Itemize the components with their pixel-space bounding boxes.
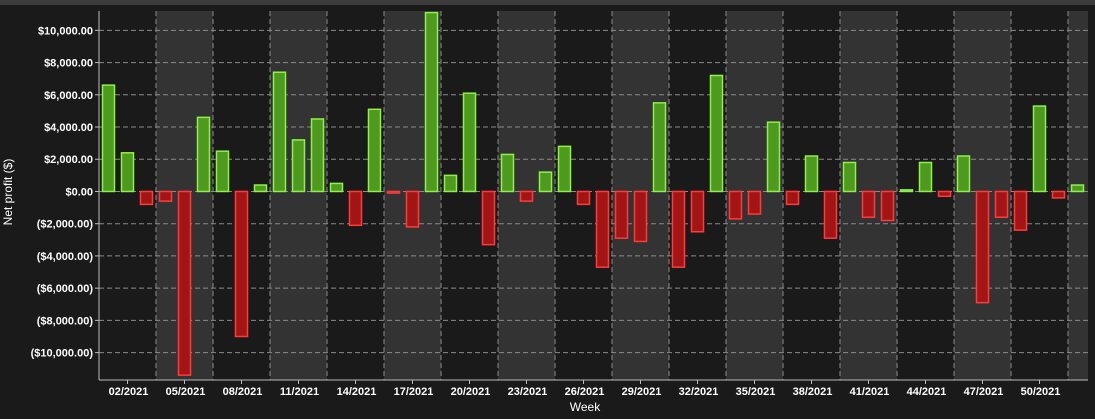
profit-bar bbox=[367, 108, 382, 193]
x-tick-label: 47/2021 bbox=[964, 386, 1004, 398]
profit-bar bbox=[766, 121, 781, 193]
x-tick-label: 08/2021 bbox=[223, 386, 263, 398]
y-tick-label: ($2,000.00) bbox=[37, 219, 94, 231]
profit-bar bbox=[424, 11, 439, 193]
profit-bar bbox=[310, 118, 325, 193]
loss-bar bbox=[861, 190, 876, 219]
profit-bar bbox=[652, 102, 667, 193]
y-tick-label: $6,000.00 bbox=[44, 90, 93, 102]
x-tick-label: 41/2021 bbox=[850, 386, 890, 398]
profit-bar bbox=[443, 174, 458, 193]
loss-bar bbox=[747, 190, 762, 215]
y-tick-label: ($8,000.00) bbox=[37, 315, 94, 327]
loss-bar bbox=[633, 190, 648, 243]
profit-bar bbox=[120, 152, 135, 193]
loss-bar bbox=[1013, 190, 1028, 231]
bars bbox=[101, 11, 1085, 376]
x-tick-label: 02/2021 bbox=[109, 386, 149, 398]
loss-bar bbox=[348, 190, 363, 227]
grid-lines bbox=[99, 11, 1088, 380]
x-tick-label: 32/2021 bbox=[679, 386, 719, 398]
x-tick-label: 29/2021 bbox=[622, 386, 662, 398]
x-tick-label: 44/2021 bbox=[907, 386, 947, 398]
loss-bar bbox=[1051, 190, 1066, 199]
y-axis-ticks: $10,000.00 $8,000.00 $6,000.00 $4,000.00 $2,… bbox=[31, 25, 99, 360]
y-tick-label: $0.00 bbox=[65, 186, 93, 198]
loss-bar bbox=[158, 190, 173, 202]
loss-bar bbox=[386, 190, 401, 194]
y-tick-label: ($4,000.00) bbox=[37, 251, 94, 263]
y-tick-label: $2,000.00 bbox=[44, 154, 93, 166]
x-tick-label: 23/2021 bbox=[508, 386, 548, 398]
x-tick-label: 17/2021 bbox=[394, 386, 434, 398]
y-tick-label: $8,000.00 bbox=[44, 58, 93, 70]
profit-bar bbox=[1032, 105, 1047, 193]
loss-bar bbox=[519, 190, 534, 202]
profit-bar bbox=[272, 71, 287, 193]
x-tick-label: 20/2021 bbox=[451, 386, 491, 398]
loss-bar bbox=[994, 190, 1009, 219]
profit-bar bbox=[291, 139, 306, 193]
x-tick-label: 14/2021 bbox=[337, 386, 377, 398]
loss-bar bbox=[139, 190, 154, 206]
profit-bar bbox=[918, 161, 933, 193]
profit-bar bbox=[956, 155, 971, 193]
profit-bar bbox=[804, 155, 819, 193]
y-axis-label: Net profit ($) bbox=[1, 159, 15, 226]
profit-bar bbox=[500, 153, 515, 193]
axes bbox=[98, 11, 1088, 381]
loss-bar bbox=[405, 190, 420, 228]
loss-bar bbox=[975, 190, 990, 304]
loss-bar bbox=[595, 190, 610, 268]
profit-bar bbox=[462, 92, 477, 193]
y-tick-label: ($6,000.00) bbox=[37, 283, 94, 295]
loss-bar bbox=[690, 190, 705, 233]
y-tick-label: $10,000.00 bbox=[38, 25, 93, 37]
loss-bar bbox=[481, 190, 496, 246]
profit-bar bbox=[253, 184, 268, 193]
x-axis-label: Week bbox=[570, 400, 601, 414]
profit-bar bbox=[557, 145, 572, 193]
x-tick-label: 26/2021 bbox=[565, 386, 605, 398]
profit-bar bbox=[709, 74, 724, 193]
y-tick-label: ($10,000.00) bbox=[31, 348, 94, 360]
loss-bar bbox=[177, 190, 192, 376]
x-axis-ticks: 02/2021 05/2021 08/2021 11/2021 14/2021 17/20… bbox=[109, 380, 1061, 398]
loss-bar bbox=[937, 190, 952, 198]
loss-bar bbox=[880, 190, 895, 222]
top-frame-bar bbox=[0, 0, 1095, 5]
loss-bar bbox=[785, 190, 800, 206]
profit-bar bbox=[1070, 184, 1085, 193]
week-band bbox=[270, 11, 327, 380]
x-tick-label: 35/2021 bbox=[736, 386, 776, 398]
profit-bar bbox=[215, 150, 230, 193]
loss-bar bbox=[728, 190, 743, 220]
loss-bar bbox=[234, 190, 249, 338]
profit-bar bbox=[842, 161, 857, 193]
loss-bar bbox=[576, 190, 591, 206]
x-tick-label: 11/2021 bbox=[280, 386, 319, 398]
loss-bar bbox=[671, 190, 686, 268]
profit-bar bbox=[538, 171, 553, 193]
x-tick-label: 05/2021 bbox=[166, 386, 206, 398]
profit-bar bbox=[101, 84, 116, 193]
x-tick-label: 38/2021 bbox=[793, 386, 833, 398]
y-tick-label: $4,000.00 bbox=[44, 122, 93, 134]
profit-bar bbox=[329, 182, 344, 193]
profit-bar bbox=[196, 116, 211, 193]
loss-bar bbox=[614, 190, 629, 239]
profit-bar bbox=[899, 189, 914, 193]
x-tick-label: 50/2021 bbox=[1021, 386, 1061, 398]
week-band bbox=[1068, 11, 1088, 380]
loss-bar bbox=[823, 190, 838, 239]
